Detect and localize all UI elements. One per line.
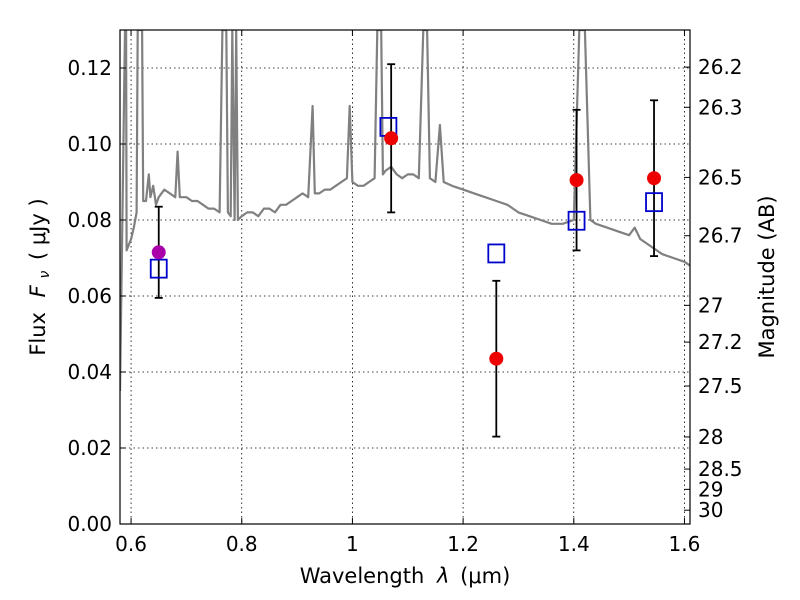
model-point — [149, 258, 168, 279]
x-tick-label: 1.4 — [558, 532, 590, 556]
right-axis-label: Magnitude (AB) — [755, 195, 779, 358]
x-tick-label: 0.6 — [115, 532, 147, 556]
observed-point — [647, 171, 662, 186]
y2-tick-label: 26.5 — [698, 165, 743, 189]
grid-layer — [120, 30, 690, 525]
y-tick-label: 0.04 — [67, 360, 112, 384]
model-spectrum-line — [120, 30, 690, 392]
y2-tick-label: 28.5 — [698, 457, 743, 481]
y2-tick-label: 28 — [698, 425, 723, 449]
observed-point — [489, 351, 504, 366]
observed-point — [569, 173, 584, 188]
y2-tick-label: 27.5 — [698, 374, 743, 398]
y2-tick-label: 26.7 — [698, 224, 743, 248]
points-layer — [149, 63, 663, 438]
y2-tick-label: 26.2 — [698, 55, 743, 79]
x-tick-label: 1.2 — [447, 532, 479, 556]
x-tick-label: 0.8 — [226, 532, 258, 556]
model-point — [567, 210, 586, 231]
y2-tick-label: 29 — [698, 477, 723, 501]
plot-frame — [119, 29, 691, 525]
observed-point — [151, 245, 166, 260]
y-tick-label: 0.00 — [67, 512, 112, 536]
y-tick-label: 0.02 — [67, 436, 112, 460]
model-point — [645, 192, 663, 213]
x-tick-label: 1.6 — [669, 532, 701, 556]
model-point — [487, 243, 506, 264]
y-tick-label: 0.06 — [67, 284, 112, 308]
y-tick-label: 0.08 — [67, 208, 112, 232]
x-axis-label: Wavelength λ (μm) — [300, 564, 511, 588]
y-tick-label: 0.12 — [67, 56, 112, 80]
y-tick-label: 0.10 — [67, 132, 112, 156]
spectrum-layer — [120, 30, 690, 392]
axis-layer: 0.6 0.8 1 1.2 1.4 1.6 0.00 0.02 0.04 0.06 0.08 0.10… — [67, 30, 743, 556]
x-tick-label: 1 — [346, 532, 359, 556]
y-axis-label: Flux F ν ( μJy ) — [26, 198, 54, 355]
y2-tick-label: 27 — [698, 293, 723, 317]
y2-tick-label: 26.3 — [698, 95, 743, 119]
y2-tick-label: 27.2 — [698, 330, 743, 354]
observed-point — [384, 131, 399, 146]
y2-tick-label: 30 — [698, 498, 723, 522]
